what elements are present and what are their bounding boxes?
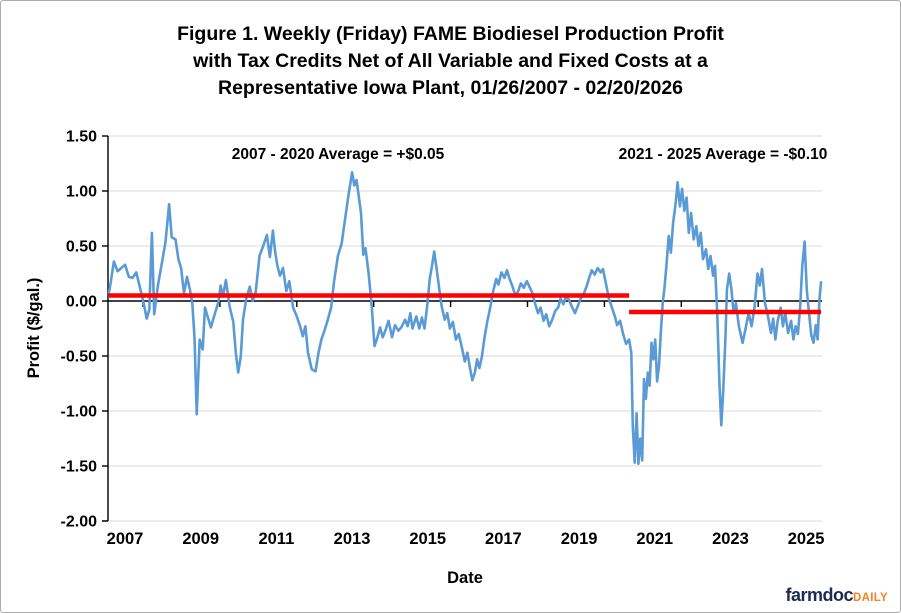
farmdoc-daily-logo: farmdocDAILY (786, 585, 888, 606)
y-gridlines (108, 135, 822, 522)
logo-farmdoc-text: farmdoc (785, 585, 854, 605)
svg-text:1.50: 1.50 (66, 129, 97, 146)
average-reference-lines (109, 293, 821, 315)
svg-text:2007: 2007 (107, 530, 144, 548)
axes (102, 135, 822, 522)
svg-text:2025: 2025 (788, 530, 825, 548)
annotation-2007-2020-average: 2007 - 2020 Average = +$0.05 (232, 146, 445, 163)
svg-text:2017: 2017 (485, 530, 522, 548)
profit-series-line (107, 171, 823, 466)
svg-text:0.00: 0.00 (66, 294, 97, 311)
chart-title: Figure 1. Weekly (Friday) FAME Biodiesel… (1, 21, 900, 102)
svg-text:-1.00: -1.00 (61, 404, 98, 421)
chart-title-line-3: Representative Iowa Plant, 01/26/2007 - … (217, 77, 684, 99)
logo-daily-text: DAILY (853, 592, 888, 604)
chart-title-line-2: with Tax Credits Net of All Variable and… (193, 50, 708, 72)
svg-text:2009: 2009 (182, 530, 219, 548)
svg-text:-1.50: -1.50 (61, 459, 98, 476)
y-tick-labels: 1.50 1.00 0.50 0.00 -0.50 -1.00 -1.50 -2.00 (61, 129, 98, 531)
svg-text:2013: 2013 (334, 530, 371, 548)
svg-text:1.00: 1.00 (66, 184, 97, 201)
svg-text:-2.00: -2.00 (61, 514, 98, 531)
x-tick-labels: 2007 2009 2011 2013 2015 2017 2019 2021 2023 2025 (107, 530, 825, 548)
svg-text:2023: 2023 (712, 530, 749, 548)
svg-text:2015: 2015 (409, 530, 446, 548)
x-axis-title: Date (447, 569, 483, 587)
svg-text:0.50: 0.50 (66, 239, 97, 256)
chart-title-line-1: Figure 1. Weekly (Friday) FAME Biodiesel… (177, 23, 724, 45)
svg-text:2021: 2021 (636, 530, 673, 548)
annotation-2021-2025-average: 2021 - 2025 Average = -$0.10 (619, 146, 828, 163)
svg-text:-0.50: -0.50 (61, 349, 98, 366)
y-axis-title: Profit ($/gal.) (25, 278, 43, 379)
svg-text:2011: 2011 (258, 530, 294, 548)
svg-text:2019: 2019 (561, 530, 598, 548)
